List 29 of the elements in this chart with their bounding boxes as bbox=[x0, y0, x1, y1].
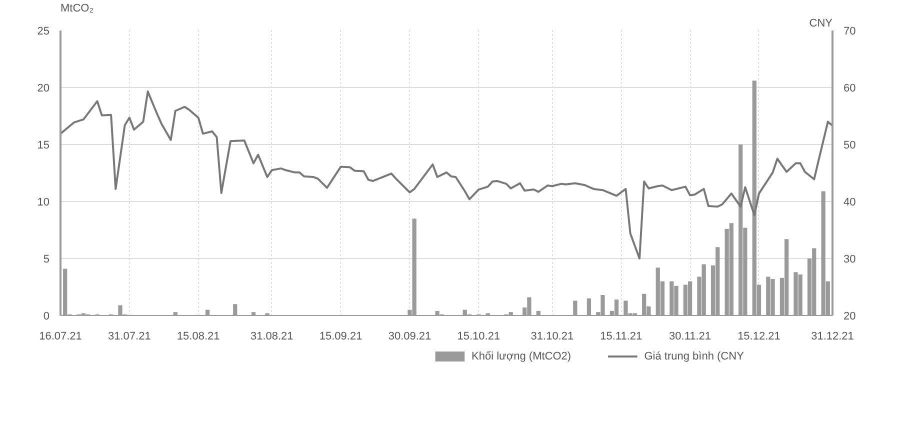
y2-tick-label: 20 bbox=[844, 310, 856, 322]
legend-label: Giá trung bình (CNY bbox=[644, 350, 745, 362]
x-tick-label: 31.08.21 bbox=[250, 330, 294, 342]
legend-label: Khối lượng (MtCO2) bbox=[472, 350, 572, 362]
x-tick-label: 15.08.21 bbox=[176, 330, 220, 342]
x-tick-label: 31.10.21 bbox=[530, 330, 574, 342]
x-tick-label: 15.12.21 bbox=[738, 330, 780, 342]
line-series bbox=[60, 90, 832, 260]
y-axis-title: MtCO₂ bbox=[60, 2, 94, 14]
x-tick-label: 15.09.21 bbox=[319, 330, 362, 342]
x-tick-label: 15.10.21 bbox=[457, 330, 500, 342]
y-tick-label: 10 bbox=[37, 196, 50, 208]
y2-tick-label: 50 bbox=[844, 140, 856, 152]
y2-tick-label: 30 bbox=[844, 254, 856, 266]
y-tick-label: 0 bbox=[43, 310, 50, 322]
y-tick-label: 15 bbox=[37, 140, 50, 152]
y-tick-label: 20 bbox=[37, 82, 50, 94]
x-tick-label: 16.07.21 bbox=[39, 330, 82, 342]
y2-tick-label: 40 bbox=[844, 196, 856, 208]
y2-axis-title: CNY bbox=[809, 18, 834, 30]
x-tick-label: 31.12.21 bbox=[811, 330, 854, 342]
y2-tick-label: 60 bbox=[844, 82, 856, 94]
y-tick-label: 5 bbox=[43, 254, 50, 266]
x-tick-label: 30.11.21 bbox=[669, 330, 712, 342]
x-tick-label: 30.09.21 bbox=[388, 330, 432, 342]
x-tick-label: 15.11.21 bbox=[600, 330, 642, 342]
y2-tick-label: 70 bbox=[844, 26, 856, 38]
x-tick-label: 31.07.21 bbox=[108, 330, 151, 342]
y-tick-label: 25 bbox=[37, 26, 50, 38]
